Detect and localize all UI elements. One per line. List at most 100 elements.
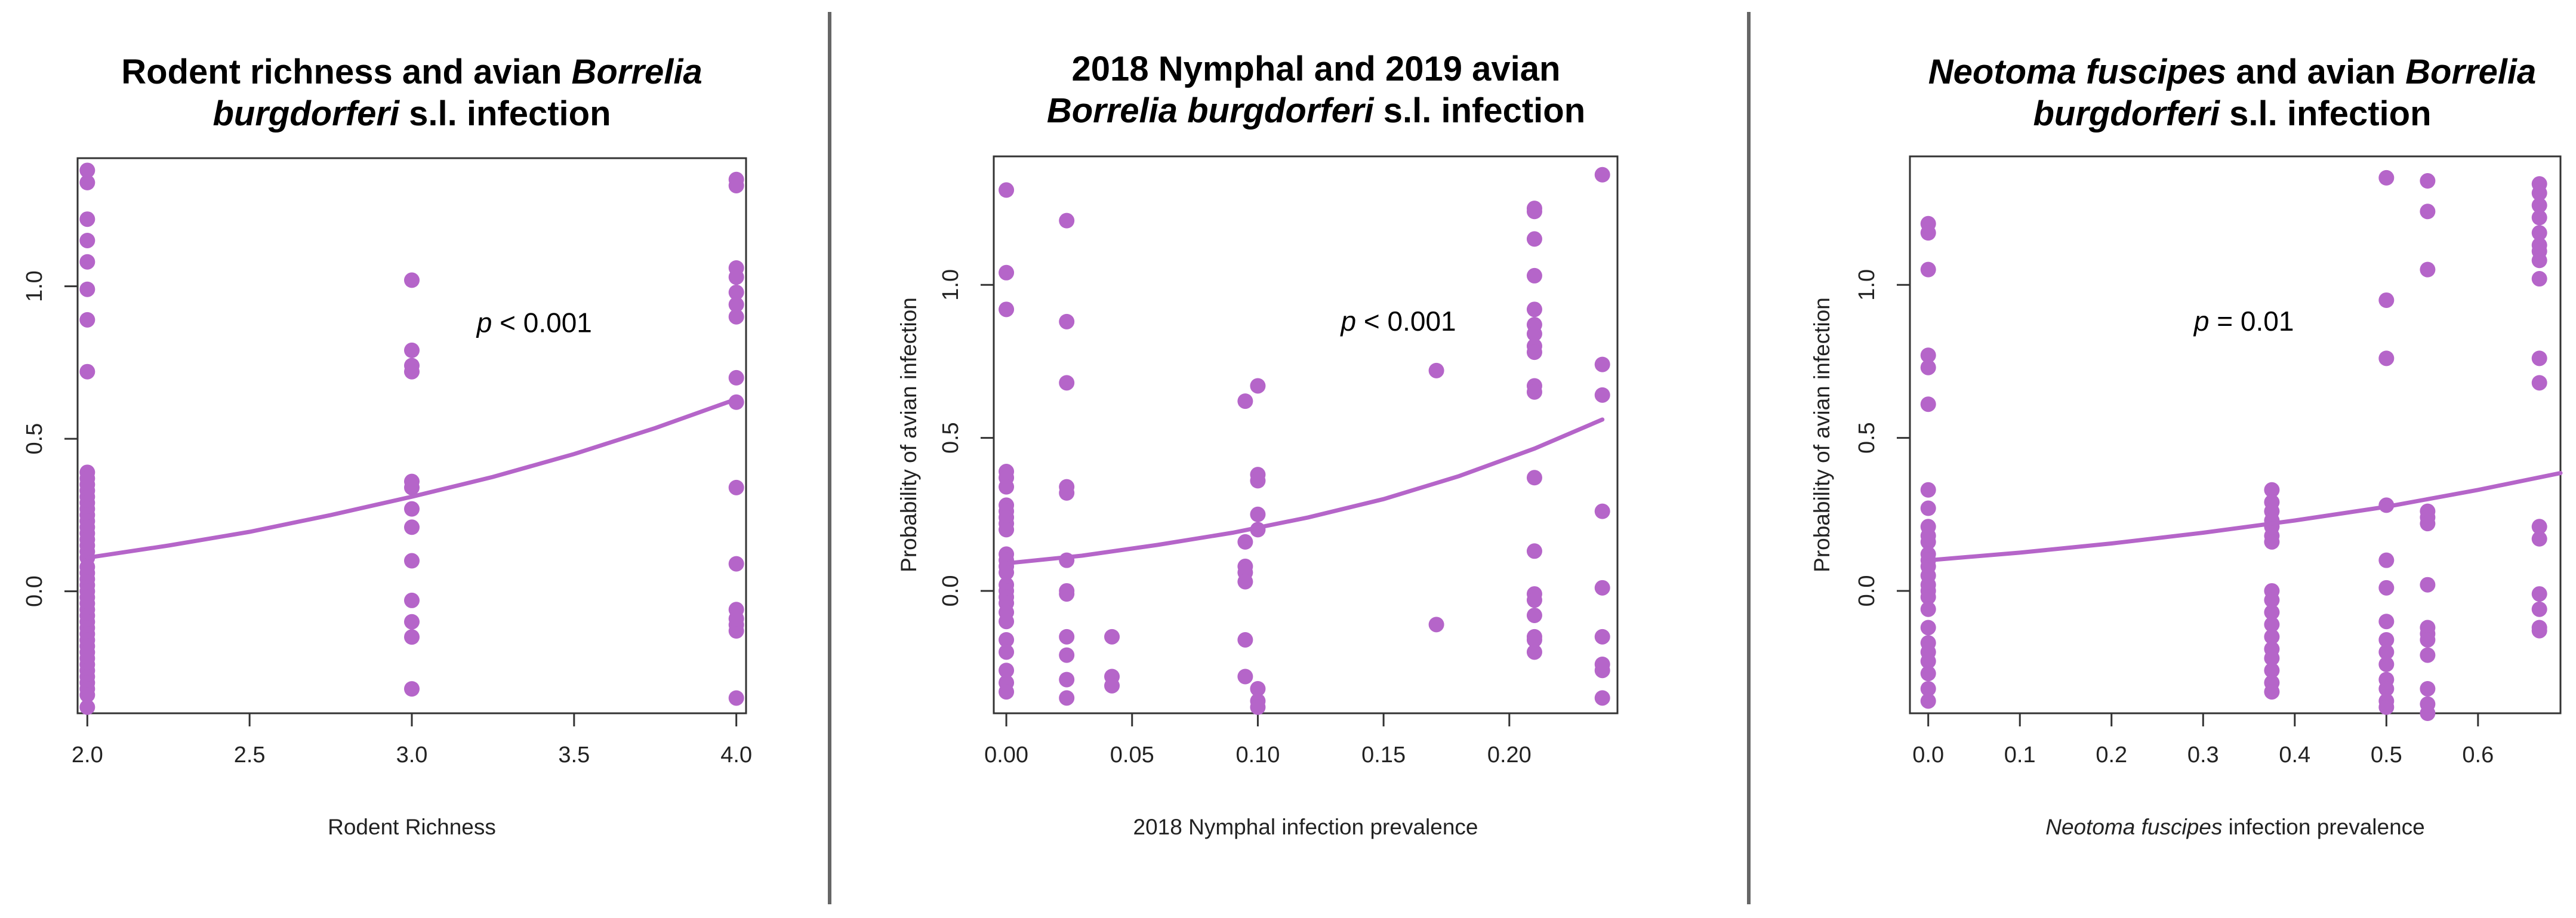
data-point [1594, 580, 1610, 596]
data-point [2420, 631, 2436, 648]
chart-title-line-1: Neotoma fuscipes and avian Borrelia [1928, 53, 2537, 91]
data-point [2531, 350, 2547, 366]
data-point [728, 284, 744, 300]
data-point [728, 369, 744, 386]
data-point [404, 592, 420, 608]
data-point [2420, 680, 2436, 697]
data-point [728, 269, 744, 285]
data-point [1920, 653, 1936, 669]
data-point [1237, 631, 1253, 648]
data-point [1920, 534, 1936, 550]
x-tick-label: 2.0 [72, 743, 103, 768]
data-point [79, 174, 95, 190]
data-point [1594, 387, 1610, 403]
data-point [1526, 543, 1542, 559]
data-point [2531, 225, 2547, 241]
data-point [2264, 650, 2280, 666]
data-point [2264, 592, 2280, 608]
data-point [2264, 663, 2280, 679]
x-tick-label: 4.0 [720, 743, 752, 768]
data-point [1920, 500, 1936, 516]
fitted-curve [85, 397, 739, 560]
data-point [2378, 656, 2395, 672]
data-point [404, 553, 420, 569]
data-point [2378, 292, 2395, 308]
data-point [2531, 210, 2547, 226]
data-point [1920, 225, 1936, 241]
data-point [1920, 680, 1936, 697]
data-point [2531, 623, 2547, 639]
data-point [2531, 519, 2547, 535]
y-tick-label: 0.0 [1854, 575, 1879, 607]
x-tick-label: 0.20 [1487, 743, 1532, 768]
y-tick-label: 1.0 [22, 270, 47, 302]
data-point [2531, 531, 2547, 547]
data-point [2378, 644, 2395, 660]
data-point [2420, 577, 2436, 593]
x-tick-label: 0.3 [2187, 743, 2219, 768]
data-point [79, 687, 95, 703]
data-point [404, 614, 420, 630]
data-point [1526, 644, 1542, 660]
data-point [1920, 261, 1936, 278]
x-axis-label: Rodent Richness [328, 815, 496, 839]
data-point [404, 342, 420, 358]
data-point [2264, 629, 2280, 645]
chart-title-line-2: Borrelia burgdorferi s.l. infection [1047, 91, 1585, 130]
data-point [999, 479, 1015, 495]
data-point [728, 394, 744, 410]
data-point [1059, 647, 1075, 663]
data-point [1526, 204, 1542, 220]
data-point [1594, 167, 1610, 183]
data-point [1526, 301, 1542, 318]
data-point [404, 479, 420, 495]
data-point [1250, 473, 1266, 489]
data-point [999, 614, 1015, 630]
data-point [79, 232, 95, 248]
data-point [728, 479, 744, 495]
data-point [79, 211, 95, 227]
x-tick-label: 0.0 [1912, 743, 1944, 768]
x-tick-label: 0.05 [1110, 743, 1154, 768]
data-point [2378, 631, 2395, 648]
x-tick-label: 0.1 [2004, 743, 2036, 768]
fitted-curve [1926, 471, 2563, 563]
data-point [1104, 629, 1120, 645]
p-value-annotation: p < 0.001 [1339, 306, 1456, 337]
data-point [1250, 378, 1266, 394]
y-tick-label: 1.0 [1854, 269, 1879, 301]
data-point [1059, 586, 1075, 602]
x-tick-label: 0.2 [2096, 743, 2127, 768]
data-point [1428, 617, 1444, 633]
data-point [1526, 384, 1542, 400]
x-axis-label: Neotoma fuscipes infection prevalence [2045, 815, 2425, 839]
y-tick-label: 0.0 [22, 575, 47, 607]
data-point [1526, 470, 1542, 486]
data-point [1526, 326, 1542, 342]
y-axis-label: Probability of avian infection [896, 297, 921, 572]
data-point [1237, 393, 1253, 409]
data-point [2264, 534, 2280, 550]
y-tick-label: 0.0 [938, 575, 963, 607]
data-point [1059, 671, 1075, 688]
data-point [728, 309, 744, 325]
x-axis-label: 2018 Nymphal infection prevalence [1133, 815, 1478, 839]
data-point [1237, 669, 1253, 685]
data-point [999, 663, 1015, 679]
data-point [1920, 620, 1936, 636]
data-point [2420, 706, 2436, 721]
data-point [1594, 663, 1610, 679]
data-point [1920, 601, 1936, 617]
x-tick-label: 0.15 [1361, 743, 1406, 768]
y-tick-label: 0.5 [1854, 422, 1879, 454]
data-point [2378, 170, 2395, 186]
data-point [79, 281, 95, 297]
data-point [2378, 552, 2395, 568]
data-point [1920, 396, 1936, 412]
data-point [2264, 604, 2280, 620]
data-point [1526, 231, 1542, 247]
x-tick-label: 3.0 [396, 743, 428, 768]
data-point [79, 559, 95, 575]
